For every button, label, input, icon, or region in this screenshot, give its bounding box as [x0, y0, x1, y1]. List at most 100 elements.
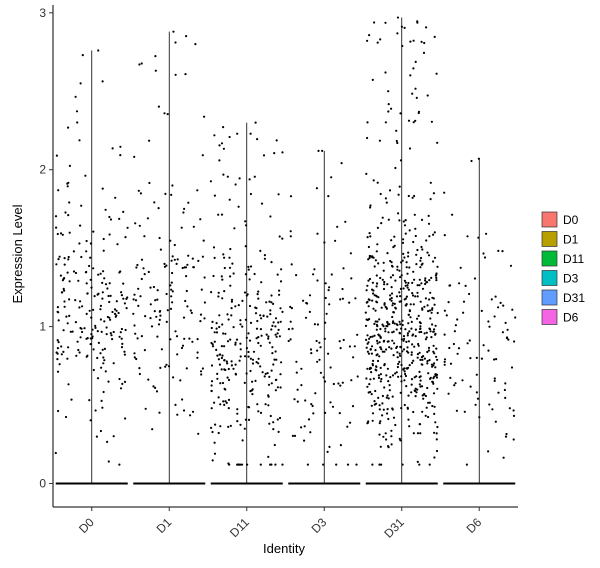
data-point: [509, 264, 513, 267]
data-point: [373, 265, 376, 268]
data-point: [453, 330, 456, 333]
data-point: [216, 377, 219, 380]
data-point: [210, 326, 213, 330]
data-point: [468, 292, 471, 296]
data-point: [139, 295, 142, 298]
data-point: [154, 386, 157, 389]
data-point: [414, 119, 417, 122]
data-point: [403, 403, 406, 407]
data-point: [396, 32, 399, 35]
data-point: [192, 266, 195, 269]
points-D6: [443, 157, 517, 466]
data-point: [382, 340, 385, 343]
data-point: [419, 375, 422, 378]
data-point: [384, 327, 387, 330]
data-point: [429, 376, 432, 379]
data-point: [313, 268, 316, 271]
data-point: [191, 410, 195, 413]
data-point: [122, 282, 125, 285]
legend: D0 D1 D11 D3 D31 D6: [541, 211, 585, 325]
data-point: [121, 342, 124, 345]
data-point: [371, 78, 374, 81]
data-point: [66, 357, 69, 360]
data-point: [277, 193, 280, 196]
data-point: [78, 306, 81, 309]
data-point: [63, 263, 66, 266]
data-point: [398, 360, 401, 363]
data-point: [241, 299, 244, 302]
data-point: [368, 256, 371, 259]
y-axis-title: Expression Level: [10, 204, 25, 303]
data-point: [425, 406, 428, 409]
data-point: [105, 326, 108, 329]
data-point: [66, 271, 69, 274]
data-point: [101, 348, 104, 351]
data-point: [154, 55, 157, 58]
data-point: [107, 294, 110, 298]
data-point: [422, 355, 425, 358]
data-point: [247, 332, 250, 335]
data-point: [120, 337, 123, 340]
data-point: [459, 266, 462, 269]
data-point: [392, 354, 395, 357]
data-point: [244, 245, 247, 248]
data-point: [433, 303, 436, 306]
data-point: [366, 421, 369, 424]
data-point: [81, 54, 84, 57]
data-point: [103, 347, 106, 350]
data-point: [102, 362, 105, 365]
data-point: [434, 366, 437, 369]
legend-label-D0: D0: [563, 213, 579, 227]
data-point: [83, 327, 86, 330]
data-point: [196, 351, 199, 354]
data-point: [408, 147, 412, 150]
data-point: [109, 294, 112, 297]
data-point: [103, 359, 106, 362]
data-point: [365, 301, 368, 304]
data-point: [384, 121, 387, 124]
data-point: [214, 423, 217, 426]
data-point: [396, 365, 399, 369]
data-point: [356, 333, 359, 336]
data-point: [249, 390, 252, 393]
data-point: [395, 323, 398, 326]
data-point: [431, 323, 434, 326]
data-point: [97, 49, 100, 52]
data-point: [395, 371, 398, 374]
data-point: [99, 308, 102, 311]
data-point: [296, 388, 299, 391]
data-point: [432, 297, 435, 300]
data-point: [427, 415, 430, 419]
data-point: [225, 360, 228, 363]
data-point: [379, 346, 382, 349]
data-point: [405, 261, 408, 264]
data-point: [435, 355, 438, 358]
data-point: [274, 389, 277, 392]
data-point: [272, 428, 275, 431]
data-point: [100, 330, 103, 333]
data-point: [165, 363, 168, 366]
data-point: [487, 349, 490, 352]
data-point: [228, 198, 231, 201]
data-point: [226, 175, 229, 178]
data-point: [407, 313, 410, 316]
data-point: [101, 80, 104, 83]
data-point: [241, 325, 244, 328]
data-point: [247, 355, 250, 358]
data-point: [165, 292, 168, 296]
data-point: [251, 393, 254, 396]
data-point: [273, 443, 276, 447]
data-point: [317, 149, 320, 152]
data-point: [401, 323, 404, 327]
data-point: [366, 385, 369, 388]
data-point: [172, 30, 175, 33]
data-point: [268, 300, 271, 303]
data-point: [349, 252, 352, 255]
data-point: [432, 192, 435, 195]
data-point: [433, 328, 436, 331]
data-point: [143, 273, 146, 276]
data-point: [239, 423, 242, 426]
data-point: [412, 359, 415, 362]
data-point: [102, 356, 105, 359]
data-point: [199, 313, 203, 316]
